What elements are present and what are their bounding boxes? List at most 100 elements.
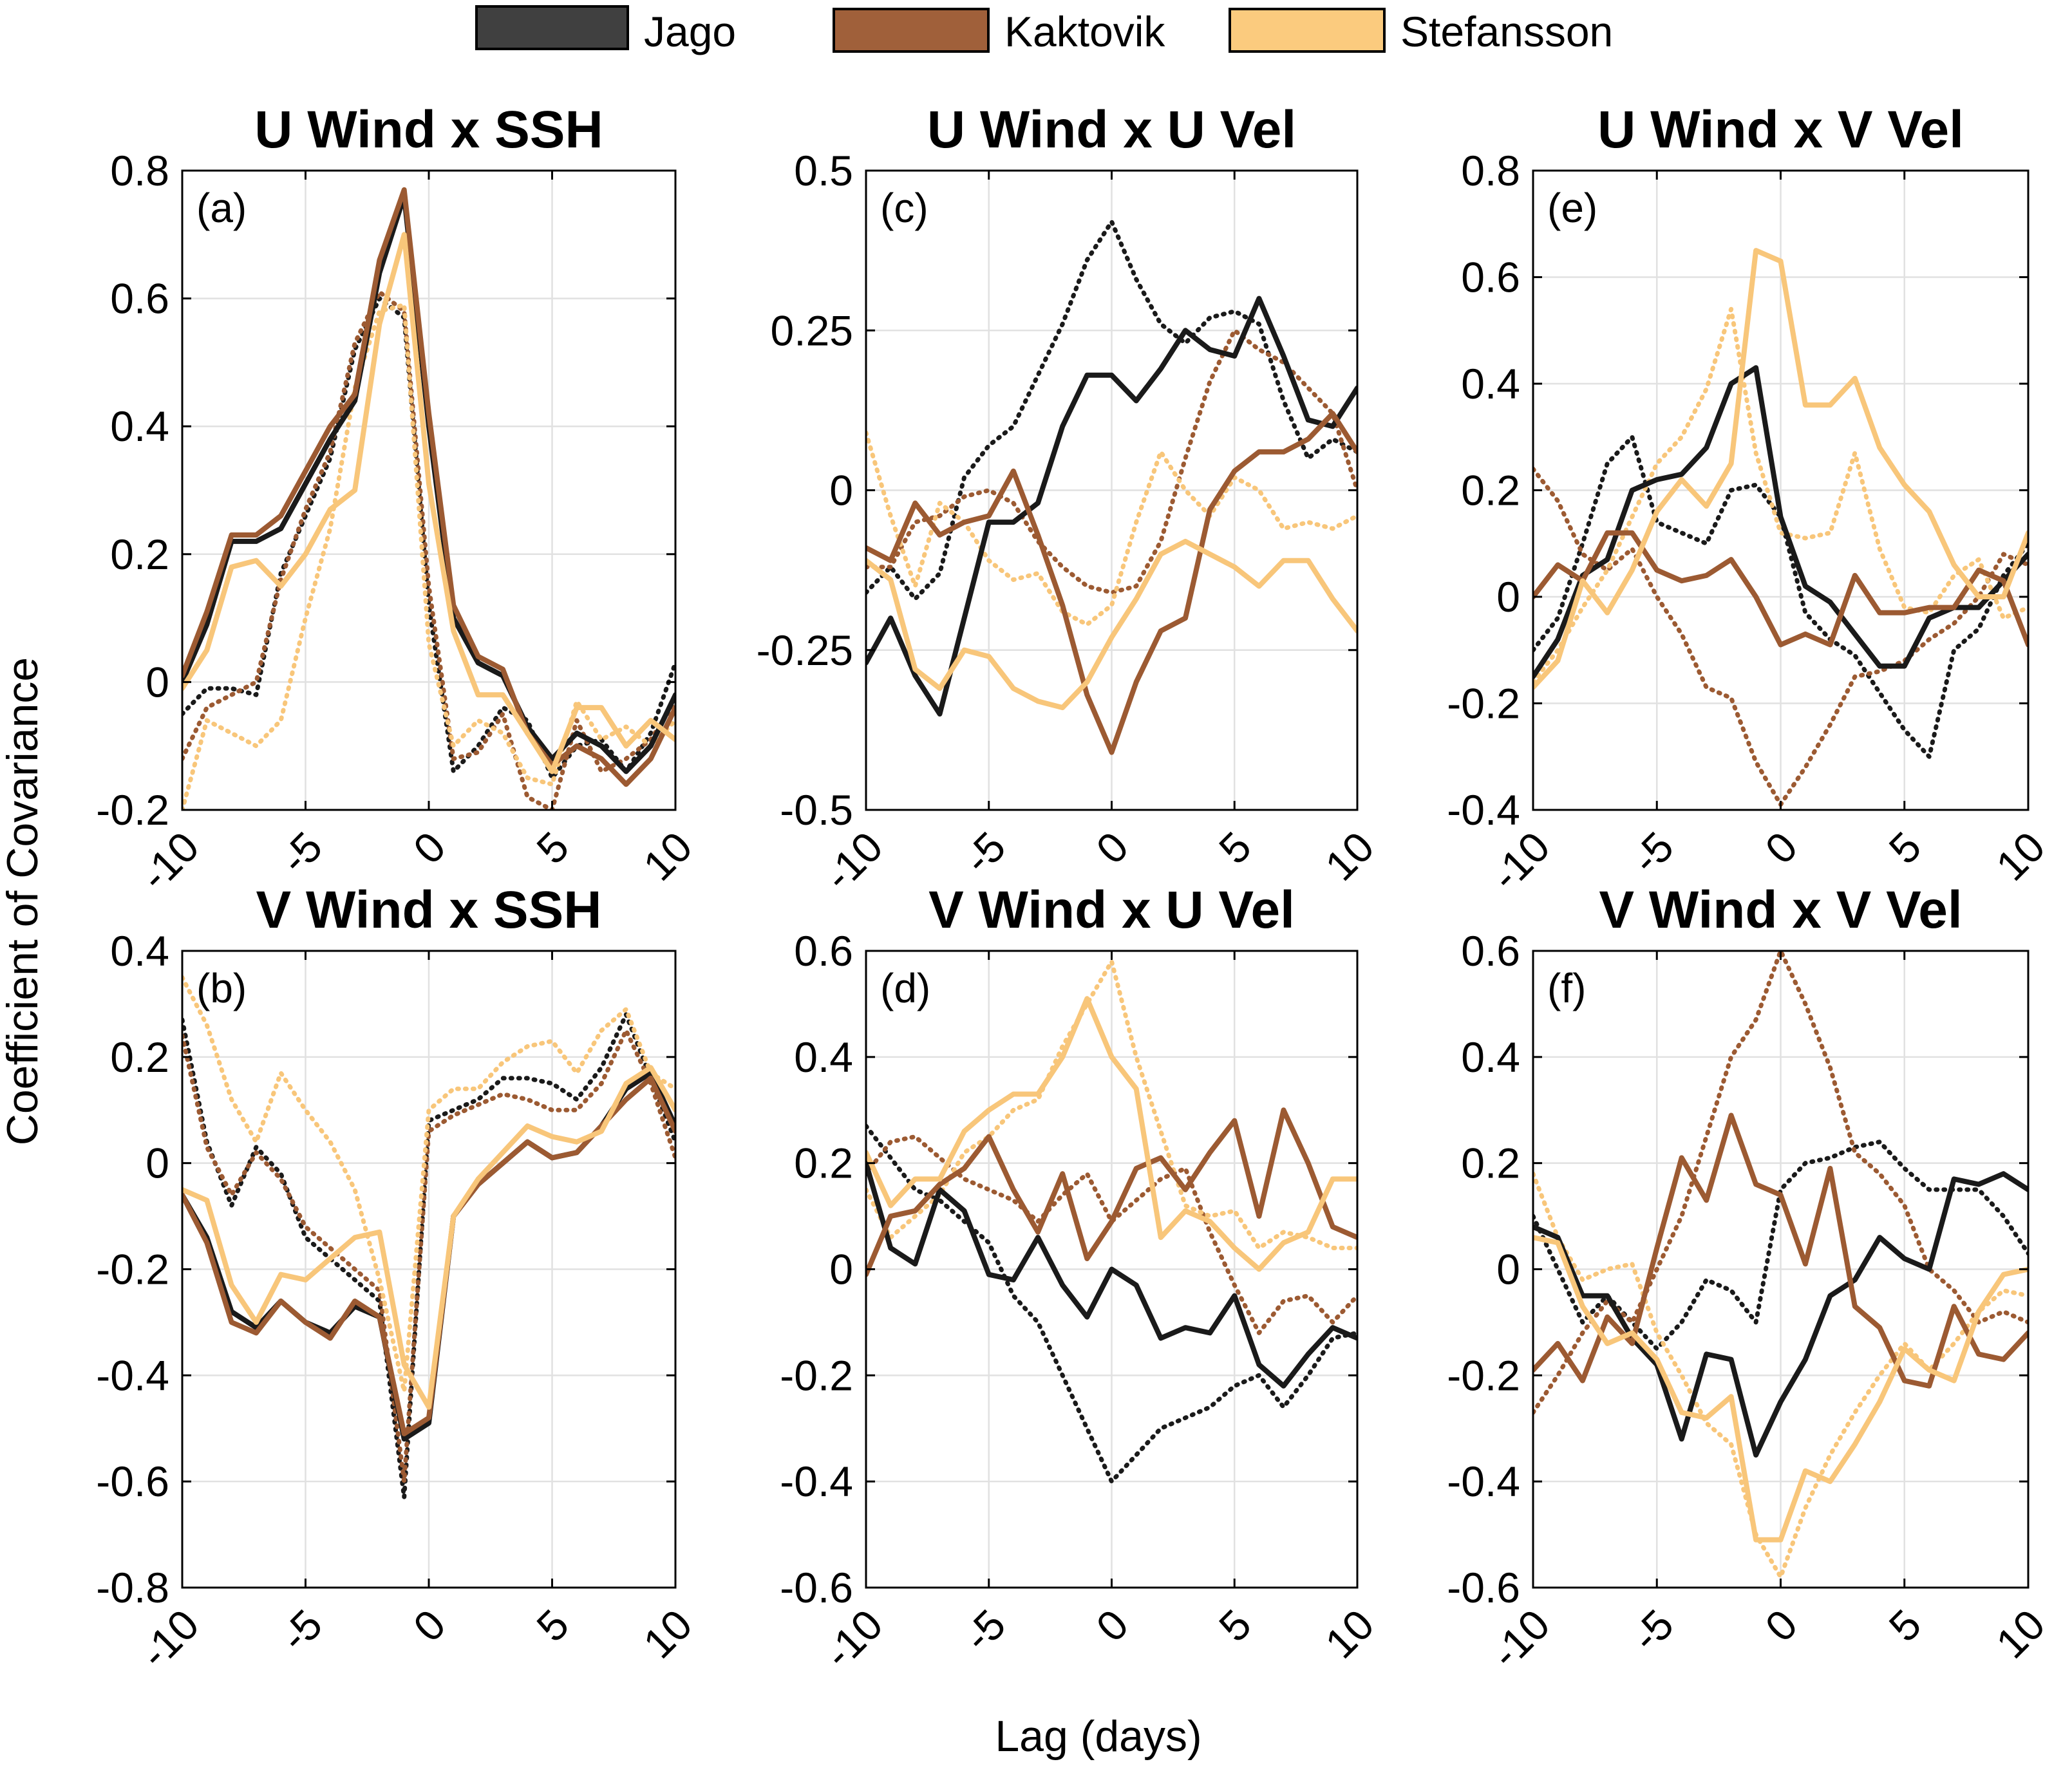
x-tick-label: 10 — [634, 823, 701, 890]
y-tick-label: 0 — [1496, 1246, 1520, 1293]
y-tick-label: 0.4 — [1461, 1033, 1520, 1081]
x-tick-label: 10 — [1987, 823, 2054, 890]
series-kaktovik-solid — [1533, 1112, 2028, 1389]
y-tick-label: -0.8 — [96, 1564, 169, 1611]
y-tick-label: 0.6 — [110, 275, 169, 323]
y-tick-label: 0.4 — [110, 927, 169, 975]
x-tick-label: -5 — [271, 1600, 332, 1661]
x-tick-label: -5 — [1622, 823, 1682, 883]
series-stefansson-solid — [182, 232, 675, 774]
x-tick-label: 0 — [1756, 1600, 1806, 1651]
x-tick-label: -10 — [131, 823, 208, 900]
y-tick-label: -0.25 — [757, 626, 853, 674]
panels: -0.2 0 0.2 0.4 0.6 0.8 -10 -5 0 5 10 U Wind x SSH(a… — [96, 100, 2054, 1677]
y-tick-label: 0 — [829, 467, 853, 514]
series-stefansson-dotted — [1533, 1171, 2028, 1579]
x-tick-label: 0 — [1087, 823, 1137, 873]
y-tick-label: 0 — [146, 658, 169, 706]
series-jago-solid — [866, 1160, 1357, 1389]
x-tick-label: -5 — [1622, 1600, 1682, 1661]
y-tick-label: -0.4 — [1447, 1458, 1520, 1505]
panel-title: U Wind x U Vel — [927, 100, 1296, 159]
panel-c: -0.5 -0.25 0 0.25 0.5 -10 -5 0 5 10 U Wind x U Vel… — [757, 100, 1383, 899]
y-tick-label: 0.8 — [110, 147, 169, 194]
y-tick-label: 0 — [1496, 573, 1520, 621]
y-tick-label: 0.25 — [771, 306, 853, 354]
series-kaktovik-solid — [866, 1107, 1357, 1277]
y-tick-label: 0.2 — [110, 530, 169, 578]
panel-title: V Wind x U Vel — [928, 881, 1295, 939]
panel-label: (b) — [196, 965, 247, 1011]
panel-title: V Wind x V Vel — [1599, 881, 1962, 939]
panel-e: -0.4 -0.2 0 0.2 0.4 0.6 0.8 -10 -5 0 5 10 U Wind x V… — [1447, 100, 2054, 899]
series-stefansson-dotted — [866, 959, 1357, 1250]
series-jago-solid — [1533, 365, 2028, 680]
x-tick-label: 5 — [527, 823, 578, 873]
series-kaktovik-solid — [1533, 530, 2028, 648]
x-tick-label: 5 — [527, 1600, 578, 1651]
y-axis-label: Coefficient of Covariance — [0, 657, 47, 1146]
y-tick-label: -0.6 — [96, 1458, 169, 1505]
panel-label: (e) — [1547, 185, 1597, 231]
series-stefansson-solid — [182, 1065, 675, 1410]
y-tick-label: -0.2 — [96, 1246, 169, 1293]
y-tick-label: 0.6 — [1461, 927, 1520, 975]
x-tick-label: -10 — [1482, 1600, 1559, 1678]
series-stefansson-dotted — [1533, 306, 2028, 684]
x-tick-label: -5 — [271, 823, 332, 883]
x-tick-label: -10 — [131, 1600, 208, 1678]
panel-f: -0.6 -0.4 -0.2 0 0.2 0.4 0.6 -10 -5 0 5 10 V Wind x … — [1447, 881, 2054, 1677]
series-jago-dotted — [1533, 435, 2028, 759]
y-tick-label: 0 — [829, 1246, 853, 1293]
x-tick-label: 5 — [1210, 823, 1260, 873]
x-tick-label: -10 — [1482, 823, 1559, 900]
series-jago-solid — [1533, 1171, 2028, 1458]
series-jago-solid — [866, 296, 1357, 717]
y-tick-label: 0.8 — [1461, 147, 1520, 194]
panel-b: -0.8 -0.6 -0.4 -0.2 0 0.2 0.4 -10 -5 0 5 10 V Wind x… — [96, 881, 701, 1677]
legend-label-kaktovik: Kaktovik — [1004, 8, 1165, 55]
x-tick-label: -5 — [954, 1600, 1015, 1661]
legend-swatch-jago — [475, 5, 629, 50]
series-kaktovik-solid — [182, 187, 675, 787]
x-tick-label: 0 — [404, 1600, 455, 1651]
series-jago-dotted — [866, 1123, 1357, 1484]
series-jago-dotted — [866, 219, 1357, 601]
x-tick-label: 5 — [1879, 1600, 1930, 1651]
series-stefansson-solid — [866, 996, 1357, 1272]
panel-label: (f) — [1547, 965, 1586, 1011]
panel-title: U Wind x V Vel — [1597, 100, 1964, 159]
y-tick-label: -0.2 — [780, 1351, 853, 1399]
series-stefansson-solid — [1533, 248, 2028, 690]
panel-label: (c) — [880, 185, 928, 231]
y-tick-label: 0.4 — [1461, 360, 1520, 408]
legend-swatch-stefansson — [1229, 8, 1386, 53]
x-tick-label: -10 — [815, 823, 892, 900]
y-tick-label: 0.6 — [794, 927, 853, 975]
legend: Jago Kaktovik Stefansson — [475, 5, 1613, 55]
series-stefansson-dotted — [182, 975, 675, 1394]
y-tick-label: -0.6 — [780, 1564, 853, 1611]
panel-label: (d) — [880, 965, 930, 1011]
x-axis-label: Lag (days) — [995, 1712, 1201, 1761]
y-tick-label: -0.4 — [780, 1458, 853, 1505]
series-stefansson-solid — [1533, 1235, 2028, 1543]
x-tick-label: 5 — [1879, 823, 1930, 873]
y-tick-label: -0.4 — [96, 1351, 169, 1399]
legend-label-stefansson: Stefansson — [1400, 8, 1613, 55]
panel-a: -0.2 0 0.2 0.4 0.6 0.8 -10 -5 0 5 10 U Wind x SSH(a… — [96, 100, 701, 899]
y-tick-label: 0.2 — [794, 1140, 853, 1187]
x-tick-label: 10 — [634, 1600, 701, 1667]
panel-d: -0.6 -0.4 -0.2 0 0.2 0.4 0.6 -10 -5 0 5 10 V Wind x … — [780, 881, 1383, 1677]
x-tick-label: 0 — [404, 823, 455, 873]
y-tick-label: -0.2 — [96, 786, 169, 834]
y-tick-label: 0.2 — [1461, 1140, 1520, 1187]
series-kaktovik-dotted — [182, 1028, 675, 1484]
y-tick-label: 0.2 — [110, 1033, 169, 1081]
y-tick-label: -0.4 — [1447, 786, 1520, 834]
series-stefansson-dotted — [866, 430, 1357, 627]
series-stefansson-solid — [866, 538, 1357, 711]
y-tick-label: 0.4 — [110, 402, 169, 450]
x-tick-label: 10 — [1987, 1600, 2054, 1667]
